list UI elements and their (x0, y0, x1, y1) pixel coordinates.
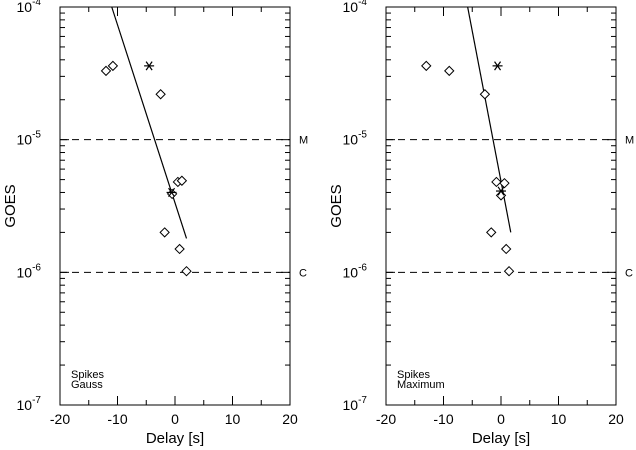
diamond-point (444, 65, 455, 77)
y-tick-label: 10-7 (343, 395, 368, 413)
x-tick-label: -10 (433, 411, 453, 427)
x-tick-label: -10 (107, 411, 127, 427)
diamond-point (486, 227, 497, 238)
annotation-line: Gauss (71, 379, 103, 391)
y-tick-label: 10-7 (17, 395, 42, 413)
diamond-point (107, 60, 119, 72)
y-tick-exponent: -6 (32, 262, 41, 273)
x-tick-label: -20 (50, 411, 70, 427)
diamond-point (155, 89, 166, 100)
y-tick-mantissa: 10 (343, 397, 359, 413)
diamond-point (500, 243, 512, 255)
star-point (492, 61, 503, 71)
diamond-point (174, 243, 185, 255)
y-tick-mantissa: 10 (343, 132, 359, 148)
y-tick-exponent: -5 (32, 130, 41, 141)
x-tick-label: -20 (376, 411, 396, 427)
star-point (166, 187, 177, 198)
y-tick-exponent: -7 (358, 395, 367, 406)
y-tick-mantissa: 10 (17, 0, 33, 15)
y-tick-label: 10-6 (17, 262, 42, 280)
y-tick-exponent: -4 (358, 0, 367, 8)
x-tick-label: 20 (282, 411, 298, 427)
fit-line (111, 6, 188, 239)
y-tick-mantissa: 10 (17, 132, 33, 148)
y-tick-label: 10-4 (343, 0, 368, 15)
star-point (144, 61, 155, 71)
reference-label: C (299, 267, 307, 279)
y-tick-label: 10-6 (343, 262, 368, 280)
y-tick-exponent: -7 (32, 395, 41, 406)
y-tick-mantissa: 10 (17, 264, 33, 280)
diamond-point (503, 265, 515, 277)
chart-panel-2: -20 -10 0 10 2010-710-610-510-4MCSpikesMaxim… (328, 0, 634, 447)
y-axis-label: GOES (328, 184, 345, 227)
plot-frame (59, 6, 291, 406)
diamond-point (479, 89, 491, 100)
y-tick-label: 10-5 (343, 130, 368, 148)
y-tick-label: 10-4 (17, 0, 42, 15)
x-tick-label: 10 (225, 411, 241, 427)
x-tick-label: 20 (608, 411, 624, 427)
diamond-point (421, 60, 432, 72)
diamond-point (100, 65, 112, 77)
annotation-line: Maximum (397, 379, 445, 391)
star-point (496, 186, 506, 196)
x-axis-label: Delay [s] (472, 430, 530, 447)
diamond-point (181, 265, 192, 277)
x-tick-label: 10 (551, 411, 567, 427)
annotation-line: Spikes (397, 369, 431, 381)
y-tick-label: 10-5 (17, 130, 42, 148)
reference-label: M (625, 135, 634, 147)
diamond-point (159, 227, 170, 238)
y-tick-mantissa: 10 (343, 0, 359, 15)
chart-panel-1: -20 -10 0 10 2010-710-610-510-4MCSpikesGauss… (2, 0, 308, 447)
reference-label: C (625, 267, 633, 279)
diamond-point (176, 175, 188, 186)
y-tick-exponent: -4 (32, 0, 41, 8)
y-tick-exponent: -5 (358, 130, 367, 141)
y-tick-exponent: -6 (358, 262, 367, 273)
annotation-line: Spikes (71, 369, 105, 381)
reference-label: M (299, 135, 308, 147)
x-tick-label: 0 (171, 411, 179, 427)
y-tick-mantissa: 10 (17, 397, 33, 413)
plot-frame (385, 6, 617, 406)
x-tick-label: 0 (497, 411, 505, 427)
y-axis-label: GOES (2, 184, 19, 227)
diamond-point (491, 176, 502, 188)
diamond-point (499, 177, 510, 189)
y-tick-mantissa: 10 (343, 264, 359, 280)
diamond-point (495, 190, 507, 201)
fit-line (467, 6, 512, 233)
x-axis-label: Delay [s] (146, 430, 204, 447)
